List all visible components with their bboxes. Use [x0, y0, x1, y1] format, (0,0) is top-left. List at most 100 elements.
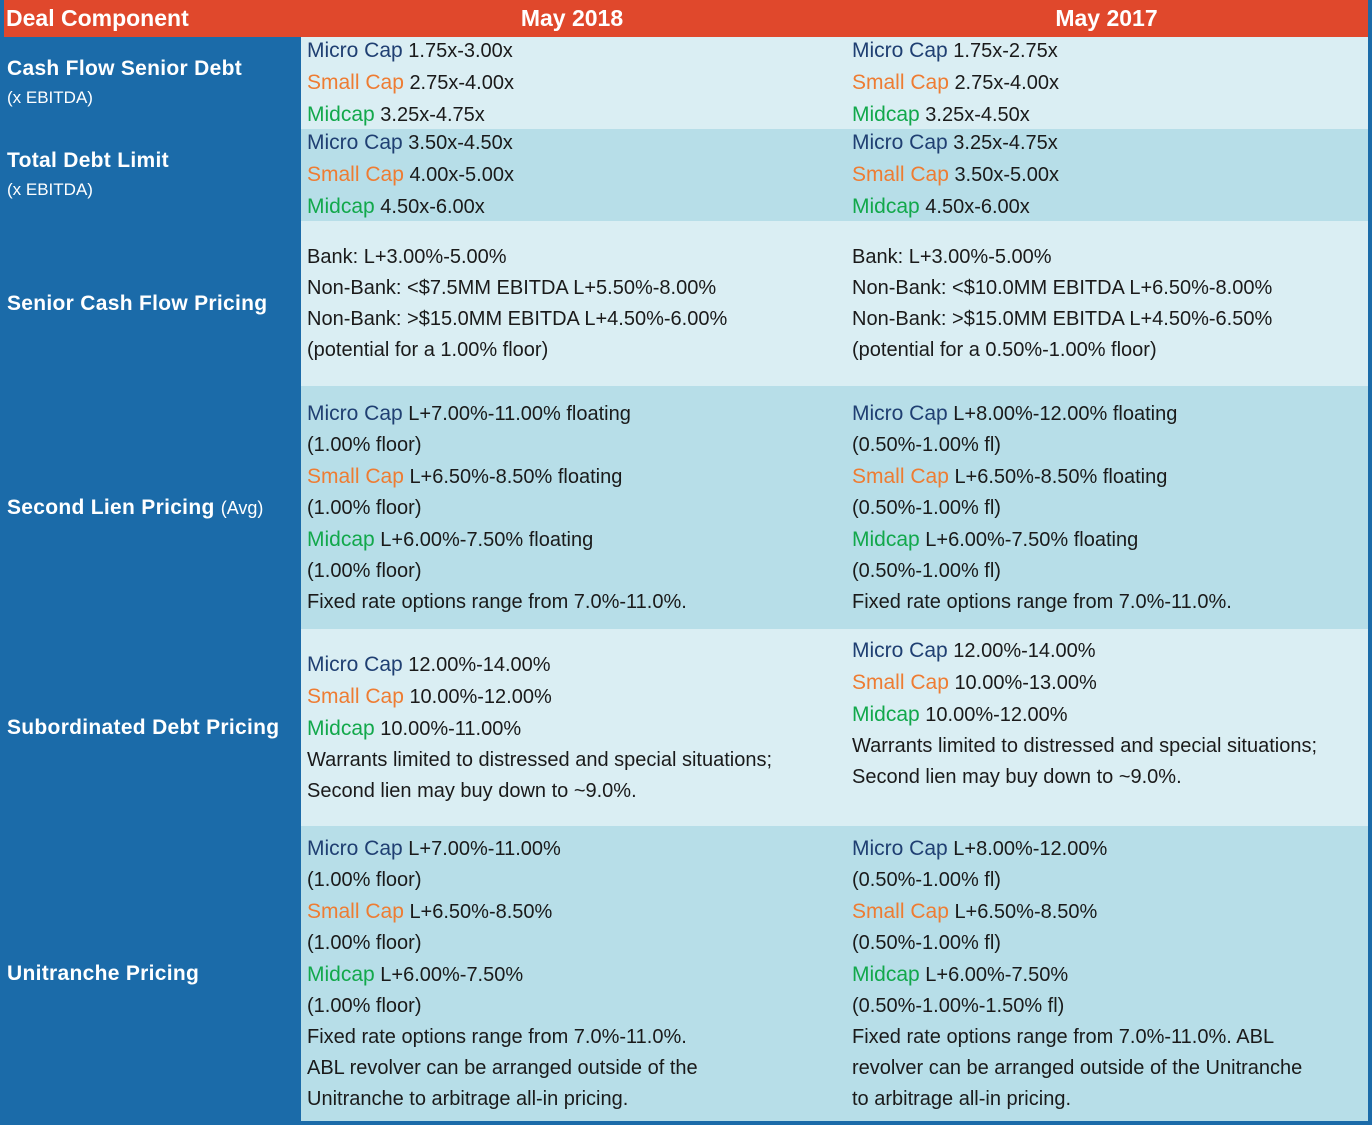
row-second-lien-pricing: Second Lien Pricing (Avg) Micro Cap L+7.…: [4, 386, 1368, 629]
value: 3.25x-4.75x: [380, 104, 485, 126]
tier-small-cap: Small Cap: [852, 71, 949, 94]
row-label-sub: (x EBITDA): [7, 180, 93, 199]
note: (1.00% floor): [307, 868, 422, 891]
text-line: Fixed rate options range from 7.0%-11.0%…: [307, 1025, 687, 1048]
tier-micro-cap: Micro Cap: [307, 652, 403, 676]
header-may-2018: May 2018: [520, 5, 624, 31]
tier-midcap: Midcap: [307, 716, 375, 740]
value: 3.25x-4.75x: [953, 132, 1058, 154]
value: 10.00%-12.00%: [409, 685, 552, 708]
value: 1.75x-2.75x: [953, 40, 1058, 62]
note: (1.00% floor): [307, 559, 422, 582]
tier-midcap: Midcap: [852, 195, 920, 218]
text-line: ABL revolver can be arranged outside of …: [307, 1056, 698, 1079]
cell-may-2017: Bank: L+3.00%-5.00% Non-Bank: <$10.0MM E…: [845, 221, 1368, 386]
row-label: Senior Cash Flow Pricing: [4, 221, 301, 386]
row-unitranche-pricing: Unitranche Pricing Micro Cap L+7.00%-11.…: [4, 826, 1368, 1121]
tier-micro-cap: Micro Cap: [307, 401, 403, 425]
tier-small-cap: Small Cap: [307, 684, 404, 708]
text-line: Bank: L+3.00%-5.00%: [852, 245, 1052, 268]
value: 12.00%-14.00%: [408, 653, 551, 676]
value: L+6.50%-8.50% floating: [409, 465, 623, 488]
cell-may-2018: Micro Cap 1.75x-3.00x Small Cap 2.75x-4.…: [301, 37, 845, 129]
note: (0.50%-1.00% fl): [852, 433, 1001, 456]
row-senior-cash-flow-pricing: Senior Cash Flow Pricing Bank: L+3.00%-5…: [4, 221, 1368, 386]
tier-small-cap: Small Cap: [307, 71, 404, 94]
value: L+6.50%-8.50%: [954, 900, 1098, 923]
tier-small-cap: Small Cap: [852, 163, 949, 186]
tier-midcap: Midcap: [852, 703, 920, 726]
value: L+6.50%-8.50% floating: [954, 465, 1168, 488]
header-deal-component: Deal Component: [6, 5, 189, 31]
value: L+7.00%-11.00% floating: [408, 402, 631, 425]
text-line: Non-Bank: <$7.5MM EBITDA L+5.50%-8.00%: [307, 276, 717, 299]
tier-micro-cap: Micro Cap: [852, 131, 948, 154]
tier-midcap: Midcap: [307, 962, 375, 986]
text-line: revolver can be arranged outside of the …: [852, 1056, 1303, 1079]
tier-small-cap: Small Cap: [852, 671, 949, 694]
text-line: Non-Bank: >$15.0MM EBITDA L+4.50%-6.50%: [852, 307, 1273, 330]
text-line: Second lien may buy down to ~9.0%.: [852, 766, 1182, 788]
value: L+8.00%-12.00% floating: [953, 402, 1178, 425]
tier-midcap: Midcap: [852, 962, 920, 986]
tier-midcap: Midcap: [307, 103, 375, 126]
tier-small-cap: Small Cap: [852, 464, 949, 488]
row-label-main: Total Debt Limit: [7, 149, 169, 172]
note: (0.50%-1.00% fl): [852, 931, 1001, 954]
value: 2.75x-4.00x: [409, 72, 514, 94]
text-line: Warrants limited to distressed and speci…: [852, 735, 1318, 757]
tier-micro-cap: Micro Cap: [307, 39, 403, 62]
note: (0.50%-1.00% fl): [852, 496, 1001, 519]
note: (0.50%-1.00%-1.50% fl): [852, 994, 1065, 1017]
row-cash-flow-senior-debt: Cash Flow Senior Debt (x EBITDA) Micro C…: [4, 37, 1368, 129]
header-may-2017: May 2017: [1055, 5, 1158, 31]
row-label-main: Senior Cash Flow Pricing: [7, 291, 268, 315]
value: 3.50x-4.50x: [408, 132, 513, 154]
tier-micro-cap: Micro Cap: [852, 639, 948, 662]
value: 2.75x-4.00x: [954, 72, 1059, 94]
text-line: Non-Bank: >$15.0MM EBITDA L+4.50%-6.00%: [307, 307, 728, 330]
text-line: Bank: L+3.00%-5.00%: [307, 245, 507, 268]
tier-micro-cap: Micro Cap: [307, 836, 403, 860]
value: L+8.00%-12.00%: [953, 837, 1108, 860]
value: L+7.00%-11.00%: [408, 837, 561, 860]
tier-small-cap: Small Cap: [307, 464, 404, 488]
tier-micro-cap: Micro Cap: [852, 401, 948, 425]
value: 10.00%-13.00%: [954, 672, 1097, 694]
row-label-main: Subordinated Debt Pricing: [7, 715, 280, 739]
text-line: Fixed rate options range from 7.0%-11.0%…: [852, 1025, 1275, 1048]
row-label-main: Unitranche Pricing: [7, 961, 200, 985]
value: L+6.00%-7.50% floating: [380, 528, 594, 551]
row-total-debt-limit: Total Debt Limit (x EBITDA) Micro Cap 3.…: [4, 129, 1368, 221]
text-line: Fixed rate options range from 7.0%-11.0%…: [307, 590, 687, 613]
note: (1.00% floor): [307, 994, 422, 1017]
value: L+6.50%-8.50%: [409, 900, 553, 923]
cell-may-2018: Micro Cap 12.00%-14.00% Small Cap 10.00%…: [301, 629, 845, 826]
cell-may-2018: Micro Cap 3.50x-4.50x Small Cap 4.00x-5.…: [301, 129, 845, 221]
value: 10.00%-12.00%: [925, 704, 1068, 726]
row-label-main: Second Lien Pricing (Avg): [7, 493, 301, 523]
row-label: Unitranche Pricing: [4, 826, 301, 1121]
value: L+6.00%-7.50% floating: [925, 528, 1139, 551]
row-label-text: Second Lien Pricing: [7, 495, 215, 519]
text-line: Unitranche to arbitrage all-in pricing.: [307, 1087, 629, 1110]
text-line: Second lien may buy down to ~9.0%.: [307, 779, 637, 802]
value: 4.50x-6.00x: [380, 196, 485, 218]
tier-micro-cap: Micro Cap: [852, 836, 948, 860]
cell-may-2017: Micro Cap 3.25x-4.75x Small Cap 3.50x-5.…: [845, 129, 1368, 221]
note: (0.50%-1.00% fl): [852, 868, 1001, 891]
row-label-suffix: (Avg): [220, 497, 264, 518]
text-line: (potential for a 0.50%-1.00% floor): [852, 338, 1157, 361]
row-label: Second Lien Pricing (Avg): [4, 386, 301, 629]
cell-may-2018: Micro Cap L+7.00%-11.00% floating (1.00%…: [301, 386, 845, 629]
table-header: Deal Component May 2018 May 2017: [4, 0, 1368, 37]
tier-midcap: Midcap: [852, 527, 920, 551]
row-label-main: Cash Flow Senior Debt: [7, 57, 242, 80]
tier-midcap: Midcap: [307, 195, 375, 218]
tier-small-cap: Small Cap: [307, 899, 404, 923]
cell-may-2017: Micro Cap 1.75x-2.75x Small Cap 2.75x-4.…: [845, 37, 1368, 129]
tier-midcap: Midcap: [307, 527, 375, 551]
note: (1.00% floor): [307, 496, 422, 519]
text-line: Warrants limited to distressed and speci…: [307, 748, 773, 771]
